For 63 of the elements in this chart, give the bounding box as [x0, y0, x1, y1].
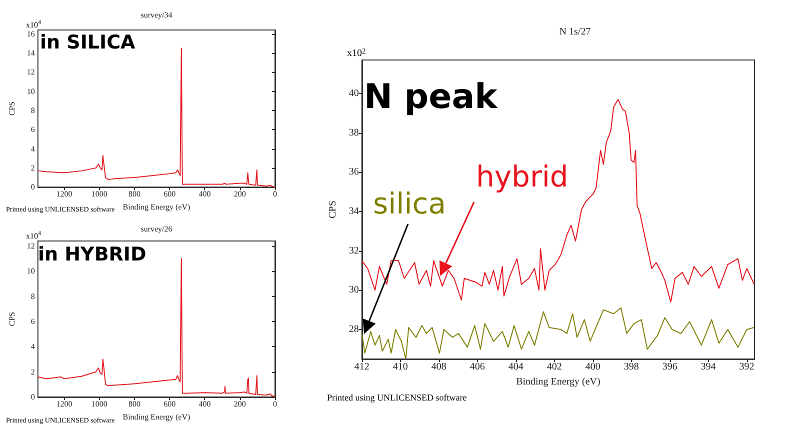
x-axis-title: Binding Energy (eV): [122, 412, 190, 422]
y-tick-label: 34: [348, 206, 359, 217]
annotation: in HYBRID: [38, 244, 146, 266]
y-tick-label: 12: [26, 68, 35, 77]
x-tick-label: 410: [392, 362, 408, 372]
y-tick-label: 36: [348, 166, 359, 178]
annotation: N peak: [364, 77, 499, 117]
text: silica: [373, 186, 446, 220]
x-axis-title: Binding Energy (eV): [516, 376, 600, 388]
x-tick-label: 400: [198, 400, 211, 408]
x-tick-label: 1200: [56, 190, 72, 199]
text: Printed using UNLICENSED software: [327, 392, 467, 402]
chart-title: survey/26: [140, 224, 172, 234]
y-tick-label: 6: [30, 125, 35, 134]
chart-title: N 1s/27: [559, 26, 591, 38]
x-tick-label: 200: [234, 400, 246, 408]
x-tick-label: 396: [662, 362, 678, 372]
x-tick-label: 412: [354, 362, 370, 372]
annotation: in SILICA: [40, 32, 136, 54]
x-tick-label: 406: [470, 362, 485, 372]
y-tick-label: 2: [30, 163, 35, 172]
y-tick-label: 32: [348, 245, 359, 256]
y-tick-label: 4: [30, 144, 35, 154]
x-tick-label: 400: [585, 362, 600, 372]
y-tick-label: 10: [26, 266, 35, 276]
y-tick-label: 6: [30, 317, 35, 326]
x-tick-label: 404: [508, 362, 524, 372]
y-tick-label: 0: [30, 182, 35, 192]
y-tick-label: 8: [30, 106, 35, 115]
chart-title: survey/34: [140, 10, 172, 20]
x-tick-label: 398: [624, 362, 639, 372]
x-tick-label: 408: [431, 362, 446, 372]
y-tick-label: 16: [26, 29, 35, 38]
x-tick-label: 600: [164, 190, 176, 199]
y-axis-title: CPS: [328, 200, 338, 218]
y-tick-label: 4: [30, 342, 35, 352]
y-tick-label: 40: [348, 88, 359, 99]
y-tick-label: 30: [348, 284, 359, 296]
y-tick-label: 8: [30, 292, 35, 301]
x-tick-label: 800: [128, 400, 140, 408]
x-tick-label: 400: [198, 190, 211, 199]
y-axis-title: CPS: [8, 312, 16, 326]
x-tick-label: 1000: [91, 190, 108, 199]
x-tick-label: 402: [546, 362, 562, 372]
x-tick-label: 392: [739, 362, 754, 372]
y-tick-label: 28: [348, 324, 359, 335]
x-tick-label: 1000: [91, 400, 108, 408]
x-tick-label: 600: [164, 400, 176, 408]
y-tick-label: 10: [26, 86, 35, 96]
y-tick-label: 2: [30, 367, 35, 376]
x-tick-label: 0: [273, 190, 277, 199]
y-tick-label: 14: [26, 48, 35, 58]
y-axis-title: CPS: [8, 101, 16, 116]
x-tick-label: 394: [700, 362, 716, 372]
x-tick-label: 0: [273, 400, 277, 408]
x-axis-title: Binding Energy (eV): [122, 202, 190, 212]
x-tick-label: 1200: [56, 400, 72, 408]
series-label: hybrid: [476, 160, 568, 194]
y-tick-label: 12: [26, 242, 35, 251]
x-tick-label: 200: [234, 190, 246, 199]
x-tick-label: 800: [128, 190, 140, 199]
y-tick-label: 0: [30, 392, 35, 402]
y-tick-label: 38: [348, 127, 359, 138]
